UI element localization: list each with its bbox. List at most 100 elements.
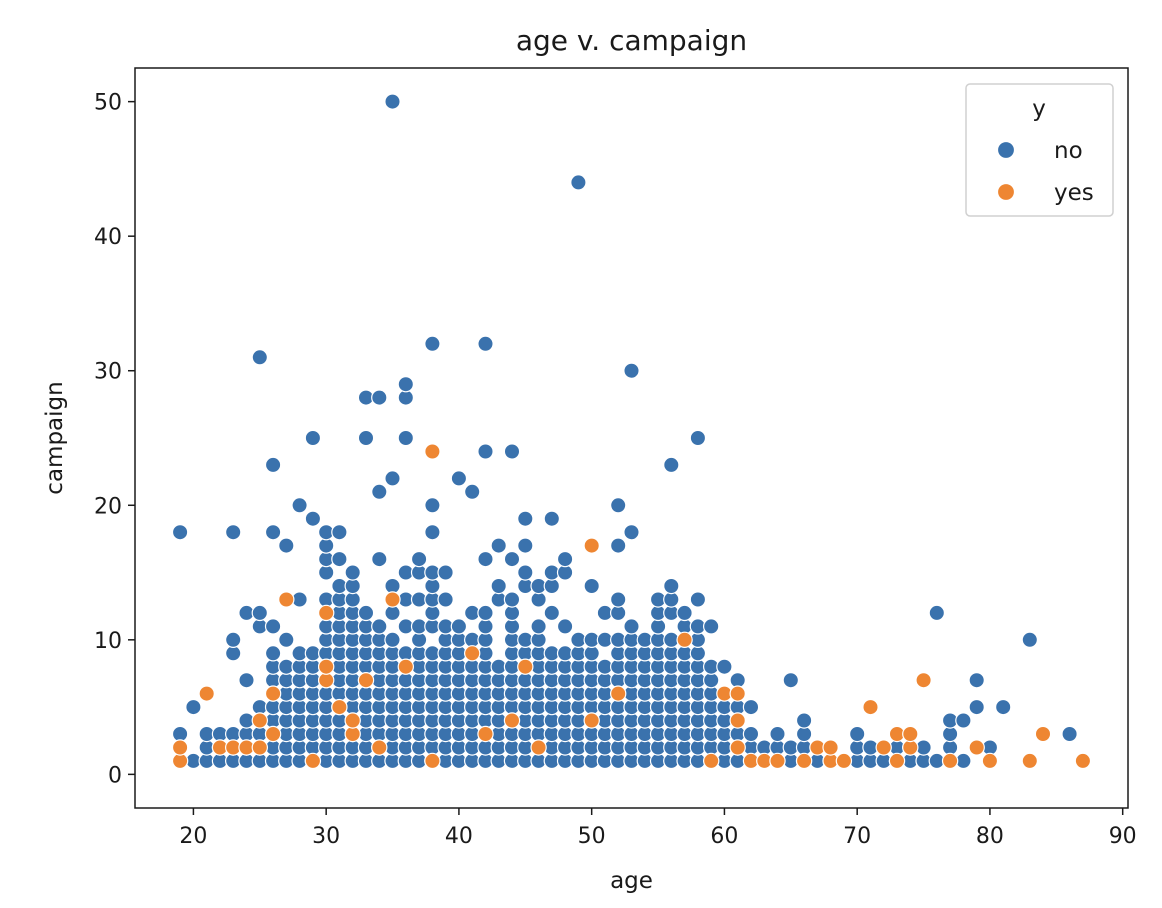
data-point-no-253 <box>477 604 494 622</box>
data-point-no-500 <box>928 604 946 622</box>
data-point-yes-29 <box>583 712 600 729</box>
data-point-yes-32 <box>676 631 693 649</box>
data-point-yes-53 <box>941 752 959 770</box>
data-point-no-131 <box>357 604 375 622</box>
data-point-yes-57 <box>1034 725 1052 743</box>
x-tick-label: 60 <box>710 824 738 849</box>
y-tick-label: 40 <box>94 225 122 250</box>
x-tick-label: 30 <box>312 824 340 849</box>
legend: y no yes <box>965 83 1114 217</box>
data-point-no-14 <box>224 631 242 649</box>
data-point-no-173 <box>397 429 414 447</box>
data-point-no-103 <box>331 550 348 568</box>
data-point-yes-25 <box>477 725 494 743</box>
data-point-yes-7 <box>251 712 268 729</box>
y-tick-label: 30 <box>94 360 122 385</box>
data-point-no-479 <box>782 672 800 689</box>
x-tick-label: 20 <box>179 824 207 849</box>
data-point-no-489 <box>849 725 866 743</box>
data-point-yes-2 <box>198 685 215 702</box>
data-point-yes-40 <box>769 752 786 770</box>
data-point-no-316 <box>543 604 561 622</box>
data-point-no-342 <box>570 174 587 191</box>
data-point-no-449 <box>689 429 707 447</box>
chart-title: age v. campaign <box>516 24 747 57</box>
data-point-no-509 <box>995 698 1012 716</box>
legend-label-yes: yes <box>1054 180 1094 206</box>
x-tick-label: 50 <box>578 824 606 849</box>
data-point-yes-30 <box>583 537 600 554</box>
data-point-yes-11 <box>304 752 322 770</box>
y-axis-label: campaign <box>42 381 68 494</box>
data-point-yes-23 <box>424 443 441 460</box>
data-point-no-242 <box>464 483 481 500</box>
data-point-no-3 <box>185 698 202 716</box>
points-layer <box>171 93 1092 770</box>
data-point-no-218 <box>437 591 454 608</box>
data-point-no-27 <box>251 604 268 622</box>
data-point-no-374 <box>610 537 627 554</box>
data-point-no-510 <box>1021 631 1039 649</box>
data-point-yes-37 <box>729 685 746 702</box>
plot-frame <box>134 67 1129 809</box>
data-point-yes-21 <box>397 658 414 675</box>
x-tick-label: 80 <box>976 824 1004 849</box>
data-point-no-119 <box>344 564 361 581</box>
data-point-no-147 <box>371 389 388 406</box>
legend-marker-no <box>996 140 1016 160</box>
data-point-no-38 <box>264 618 282 635</box>
legend-marker-yes <box>996 182 1016 202</box>
data-point-no-160 <box>384 470 401 487</box>
data-point-no-457 <box>703 618 720 635</box>
y-tick-label: 0 <box>108 763 122 788</box>
data-point-no-505 <box>955 712 972 729</box>
data-point-no-49 <box>278 631 295 649</box>
data-point-yes-51 <box>902 725 919 743</box>
data-point-no-256 <box>477 335 494 352</box>
data-point-no-72 <box>304 429 322 447</box>
x-tick-label: 90 <box>1109 824 1137 849</box>
data-point-yes-45 <box>835 752 853 770</box>
data-point-no-146 <box>371 483 388 500</box>
data-point-yes-13 <box>318 658 335 675</box>
data-point-no-230 <box>450 618 468 635</box>
data-point-yes-20 <box>384 591 401 608</box>
data-point-no-104 <box>331 524 348 541</box>
y-tick-label: 10 <box>94 629 122 654</box>
data-point-no-132 <box>357 429 375 447</box>
data-point-no-280 <box>503 550 521 568</box>
data-point-no-319 <box>543 510 561 527</box>
data-point-yes-46 <box>862 698 879 716</box>
legend-title: y <box>1032 96 1046 122</box>
data-point-no-39 <box>264 524 282 541</box>
data-point-no-292 <box>517 564 534 581</box>
data-point-no-189 <box>410 550 428 568</box>
data-point-yes-44 <box>822 739 839 756</box>
data-point-yes-22 <box>424 752 441 770</box>
data-point-no-375 <box>610 497 627 514</box>
data-point-no-352 <box>583 577 600 595</box>
data-point-no-448 <box>689 591 707 608</box>
data-point-yes-48 <box>888 752 906 770</box>
data-point-no-483 <box>795 712 813 729</box>
data-point-no-20 <box>238 672 255 689</box>
legend-entries: no yes <box>996 138 1094 206</box>
data-point-no-506 <box>968 698 985 716</box>
data-point-no-61 <box>291 497 308 514</box>
data-point-yes-33 <box>703 752 720 770</box>
data-point-yes-55 <box>981 752 999 770</box>
data-point-no-387 <box>623 524 640 541</box>
data-point-yes-15 <box>331 698 348 716</box>
data-point-no-37 <box>264 645 282 662</box>
x-axis-label: age <box>610 868 653 894</box>
data-point-no-476 <box>769 725 786 743</box>
data-point-yes-28 <box>530 739 547 756</box>
data-point-no-175 <box>397 376 414 393</box>
data-point-no-436 <box>676 604 693 622</box>
data-point-yes-17 <box>344 712 361 729</box>
data-point-yes-31 <box>610 685 627 702</box>
data-point-yes-8 <box>264 725 282 743</box>
data-point-yes-41 <box>795 752 813 770</box>
data-point-no-373 <box>610 591 627 608</box>
data-point-no-255 <box>477 443 494 460</box>
